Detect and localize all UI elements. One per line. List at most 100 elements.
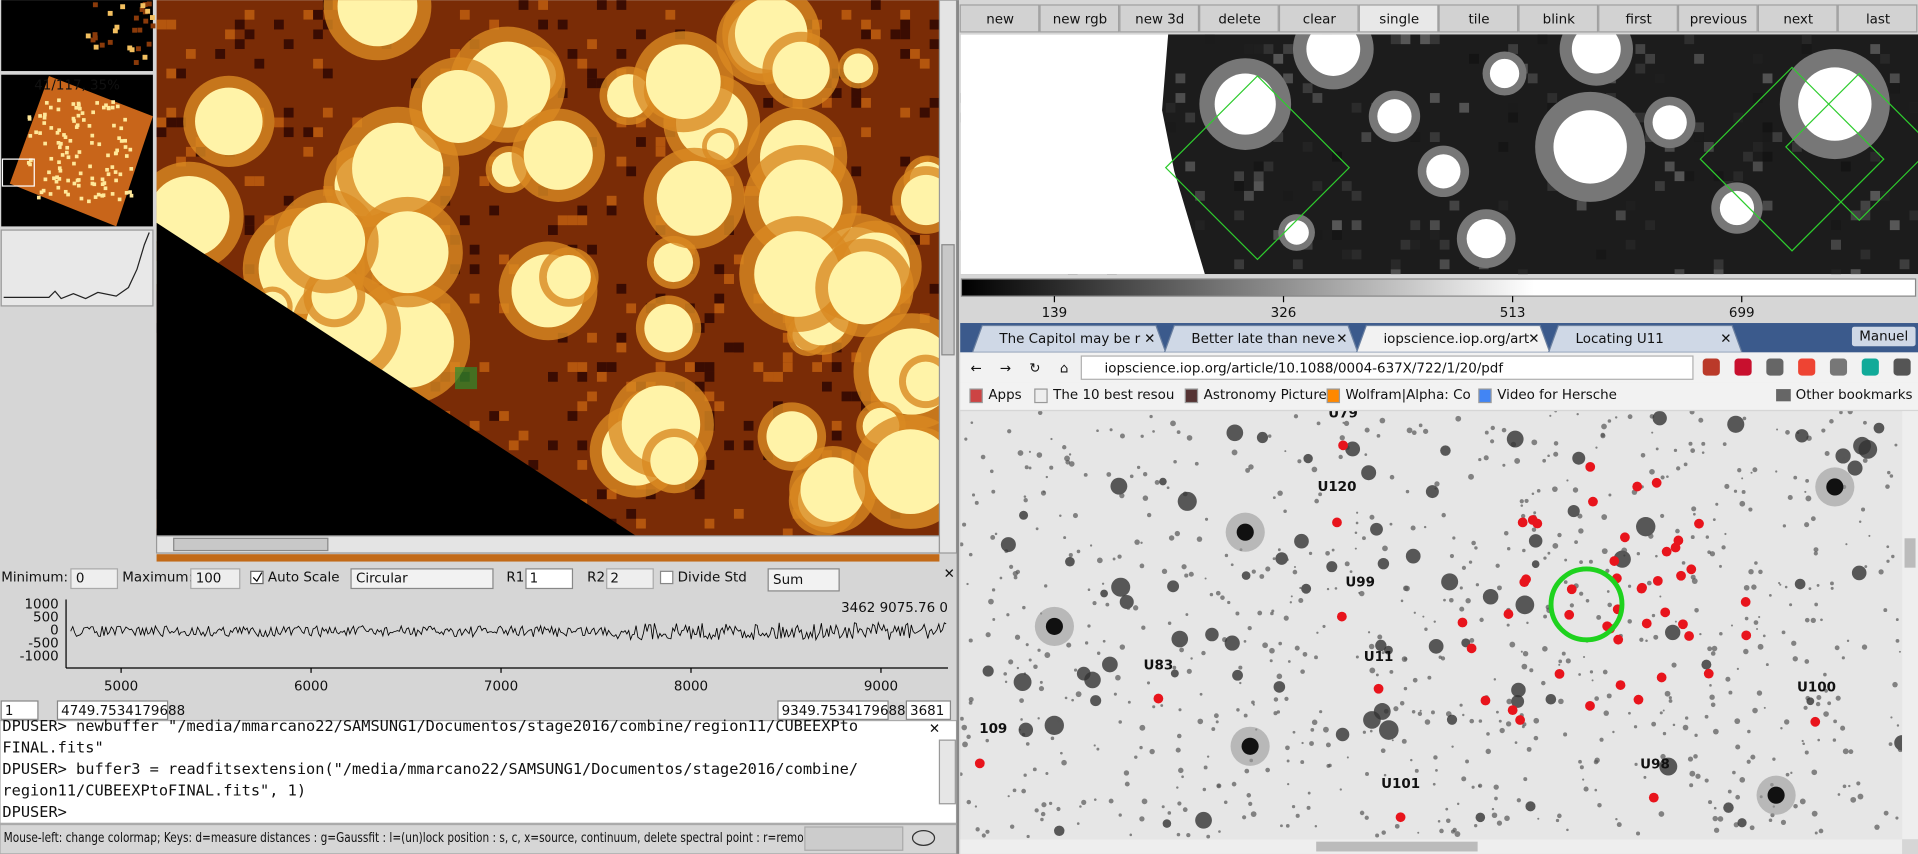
star bbox=[1206, 755, 1210, 758]
star bbox=[1750, 471, 1753, 474]
thumb-px bbox=[92, 32, 98, 38]
spinbox[interactable] bbox=[56, 700, 169, 720]
toolbar-button[interactable] bbox=[1199, 4, 1279, 33]
toolbar-button[interactable] bbox=[1039, 4, 1120, 33]
bookmark[interactable]: Astronomy Picture bbox=[1204, 388, 1327, 403]
pixel bbox=[694, 489, 705, 500]
star bbox=[1381, 830, 1386, 835]
star bbox=[1117, 554, 1122, 559]
h-thumb[interactable] bbox=[173, 537, 329, 552]
star bbox=[1547, 454, 1550, 458]
star bbox=[1743, 648, 1749, 655]
bookmark[interactable]: Wolfram|Alpha: Co bbox=[1346, 388, 1471, 403]
extension-icon[interactable] bbox=[1861, 358, 1879, 376]
star bbox=[1829, 419, 1834, 424]
star bbox=[1484, 430, 1489, 435]
star bbox=[1566, 479, 1569, 482]
star bbox=[1049, 465, 1054, 470]
star bbox=[1186, 435, 1193, 441]
profile-badge[interactable] bbox=[1851, 326, 1916, 347]
image-viewer bbox=[156, 0, 940, 536]
star-blob bbox=[523, 120, 593, 190]
pixel bbox=[1390, 269, 1401, 275]
star bbox=[1349, 570, 1353, 573]
pixel bbox=[655, 137, 666, 147]
thumb-px bbox=[81, 118, 86, 122]
star bbox=[1013, 575, 1018, 580]
star bbox=[1659, 711, 1663, 715]
plot-bg bbox=[0, 594, 957, 717]
toolbar-button[interactable] bbox=[1278, 4, 1359, 33]
page-h-thumb[interactable] bbox=[1316, 841, 1478, 852]
spinbox[interactable] bbox=[905, 700, 952, 720]
bookmark[interactable]: The 10 best resou bbox=[1052, 388, 1174, 403]
extension-icon[interactable] bbox=[1702, 358, 1720, 376]
spinbox[interactable] bbox=[777, 700, 889, 720]
star bbox=[1204, 577, 1207, 580]
pixel bbox=[704, 460, 715, 470]
star bbox=[1823, 711, 1829, 717]
checkbox[interactable] bbox=[250, 570, 264, 585]
thumb-px bbox=[124, 154, 129, 158]
bookmark[interactable]: Video for Hersche bbox=[1497, 388, 1617, 403]
pixel bbox=[1840, 161, 1851, 172]
bookmark[interactable]: Other bookmarks bbox=[1796, 388, 1913, 403]
thumb-px bbox=[92, 35, 98, 41]
bright-star bbox=[1241, 737, 1259, 755]
star bbox=[1326, 763, 1331, 768]
dropdown[interactable] bbox=[767, 568, 840, 592]
star bbox=[1505, 721, 1512, 727]
toolbar-button[interactable] bbox=[1438, 4, 1519, 33]
omnibox[interactable] bbox=[1080, 355, 1694, 380]
extension-icon[interactable] bbox=[1798, 358, 1816, 376]
star bbox=[1083, 472, 1088, 477]
star bbox=[1119, 594, 1134, 610]
red-dot bbox=[1519, 577, 1530, 588]
extension-icon[interactable] bbox=[1766, 358, 1784, 376]
toolbar-button[interactable] bbox=[959, 4, 1040, 33]
extension-icon[interactable] bbox=[1893, 358, 1911, 376]
nav-button[interactable]: ↻ bbox=[1029, 361, 1040, 376]
thumb-px bbox=[104, 103, 108, 108]
toolbar-button[interactable] bbox=[1677, 4, 1758, 33]
v-thumb[interactable] bbox=[941, 244, 955, 356]
dropdown[interactable] bbox=[350, 568, 494, 590]
star bbox=[1497, 585, 1502, 591]
star bbox=[1294, 533, 1309, 549]
pixel bbox=[782, 362, 793, 372]
toolbar-button[interactable] bbox=[1598, 4, 1678, 33]
star bbox=[1874, 824, 1880, 830]
star bbox=[1290, 595, 1293, 598]
star bbox=[1319, 710, 1323, 714]
spinbox[interactable] bbox=[0, 700, 39, 720]
toolbar-button[interactable] bbox=[1518, 4, 1599, 33]
red-dot bbox=[1457, 617, 1468, 628]
toolbar-button[interactable] bbox=[1358, 4, 1439, 33]
toolbar-button[interactable] bbox=[1837, 4, 1918, 33]
star bbox=[1712, 518, 1716, 521]
star-blob bbox=[650, 436, 699, 485]
star bbox=[1660, 753, 1666, 760]
star bbox=[1300, 669, 1305, 674]
nav-button[interactable]: ⌂ bbox=[1060, 361, 1069, 376]
toolbar-button[interactable] bbox=[1119, 4, 1200, 33]
toolbar-button[interactable] bbox=[1757, 4, 1838, 33]
star bbox=[1202, 787, 1207, 792]
pixel bbox=[234, 39, 245, 50]
thumb-label: 41/117, 35% bbox=[34, 79, 120, 94]
bookmark[interactable]: Apps bbox=[988, 388, 1021, 403]
checkbox[interactable] bbox=[659, 570, 674, 585]
pixel bbox=[274, 19, 284, 30]
page-v-thumb[interactable] bbox=[1904, 538, 1916, 568]
spinbox[interactable] bbox=[525, 568, 574, 590]
pixel bbox=[1762, 132, 1773, 142]
extension-icon[interactable] bbox=[1829, 358, 1848, 376]
nav-button[interactable]: ← bbox=[970, 361, 981, 376]
thumb-px bbox=[114, 24, 120, 30]
star bbox=[1741, 477, 1744, 480]
nav-button[interactable]: → bbox=[1000, 361, 1011, 376]
pixel bbox=[596, 362, 607, 372]
extension-icon[interactable] bbox=[1734, 358, 1752, 376]
star bbox=[1139, 724, 1146, 731]
star bbox=[1016, 666, 1020, 670]
